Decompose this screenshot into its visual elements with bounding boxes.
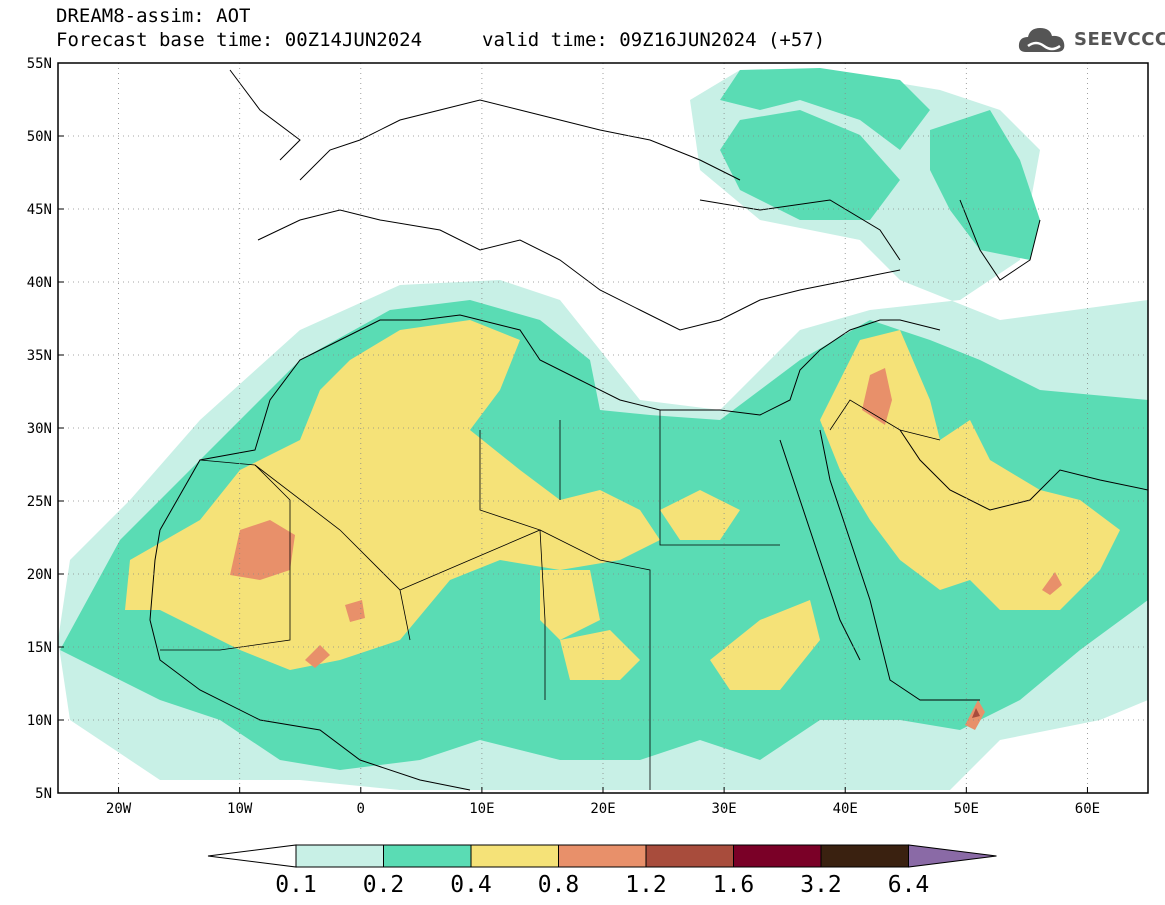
- x-axis-ticks: 20W 10W 0 10E 20E 30E 40E 50E 60E: [106, 787, 1100, 817]
- x-tick-label: 40E: [833, 801, 858, 817]
- x-tick-label: 10W: [227, 801, 253, 817]
- y-tick-label: 40N: [27, 275, 52, 291]
- y-tick-label: 50N: [27, 129, 52, 145]
- colorbar-label: 0.1: [275, 872, 317, 898]
- y-tick-label: 10N: [27, 713, 52, 729]
- aot-band-1.6: [972, 708, 980, 718]
- colorbar-segment: [470, 844, 559, 868]
- colorbar-label: 0.2: [362, 872, 405, 898]
- colorbar-segment: [645, 844, 734, 868]
- colorbar-label: 0.8: [537, 872, 580, 898]
- colorbar-label: 0.4: [450, 872, 492, 898]
- seevccc-logo: SEEVCCC: [1016, 22, 1165, 58]
- colorbar-segment: [733, 844, 822, 868]
- logo-text: SEEVCCC: [1074, 29, 1165, 50]
- colorbar-segment: [820, 844, 909, 868]
- x-tick-label: 20E: [590, 801, 615, 817]
- colorbar-label: 1.2: [625, 872, 667, 898]
- y-tick-label: 15N: [27, 640, 52, 656]
- y-tick-label: 45N: [27, 202, 52, 218]
- y-tick-label: 5N: [35, 786, 52, 802]
- colorbar-segment: [383, 844, 472, 868]
- colorbar-label: 1.6: [712, 872, 755, 898]
- colorbar-segment: [295, 844, 384, 868]
- map-title: DREAM8-assim: AOT: [56, 5, 251, 27]
- colorbar-label: 6.4: [887, 872, 930, 898]
- y-tick-label: 20N: [27, 567, 52, 583]
- x-tick-label: 30E: [711, 801, 736, 817]
- graticule: [58, 63, 1148, 793]
- x-tick-label: 20W: [106, 801, 132, 817]
- colorbar-high-triangle: [908, 844, 997, 868]
- country-borders: [160, 399, 941, 790]
- x-tick-label: 50E: [954, 801, 979, 817]
- y-axis-ticks: 55N 50N 45N 40N 35N 30N 25N 20N 15N 10N 5N: [27, 56, 64, 802]
- x-tick-label: 60E: [1075, 801, 1100, 817]
- y-tick-label: 35N: [27, 348, 52, 364]
- aot-colorbar: [207, 844, 997, 868]
- x-tick-label: 0: [357, 801, 365, 817]
- colorbar-segment: [558, 844, 647, 868]
- colorbar-low-triangle: [207, 844, 297, 868]
- y-tick-label: 25N: [27, 494, 52, 510]
- cloud-icon: [1018, 28, 1065, 52]
- forecast-base-time: Forecast base time: 00Z14JUN2024: [56, 29, 423, 51]
- aot-band-0.8: [230, 368, 1062, 730]
- aot-band-0.4: [125, 320, 1120, 690]
- x-tick-label: 10E: [469, 801, 494, 817]
- valid-time: valid time: 09Z16JUN2024 (+57): [482, 29, 826, 51]
- coastlines: [149, 69, 1148, 791]
- colorbar-label: 3.2: [800, 872, 842, 898]
- y-tick-label: 30N: [27, 421, 52, 437]
- y-tick-label: 55N: [27, 56, 52, 72]
